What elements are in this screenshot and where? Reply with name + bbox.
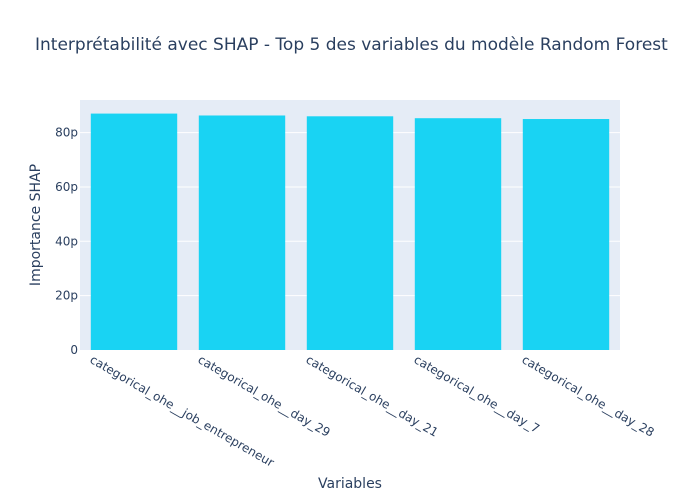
bar	[306, 116, 394, 350]
bar	[90, 113, 178, 350]
y-tick-label: 80p	[55, 126, 78, 140]
y-axis-ticks: 0 20p 40p 60p 80p	[55, 126, 78, 357]
bar	[522, 119, 610, 351]
y-tick-label: 40p	[55, 234, 78, 248]
bars	[90, 113, 610, 351]
chart-title: Interprétabilité avec SHAP - Top 5 des v…	[35, 35, 668, 55]
y-axis-title: Importance SHAP	[28, 164, 44, 286]
x-axis-title: Variables	[318, 476, 382, 492]
y-tick-label: 20p	[55, 289, 78, 303]
bar	[198, 115, 286, 350]
bar	[414, 118, 502, 351]
y-tick-label: 60p	[55, 180, 78, 194]
y-tick-label: 0	[70, 343, 78, 357]
